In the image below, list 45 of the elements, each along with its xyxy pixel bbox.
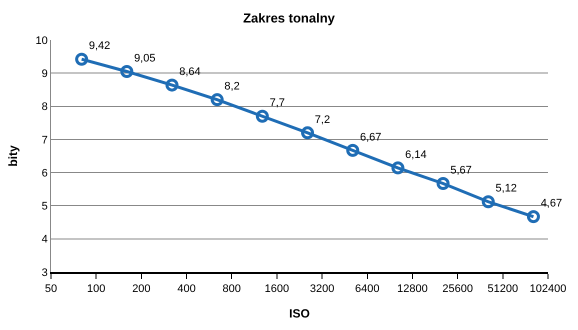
x-tick-label: 200 (132, 282, 151, 295)
x-tick-label: 12800 (397, 282, 428, 295)
data-label: 9,05 (134, 52, 156, 64)
data-label: 7,7 (270, 97, 285, 110)
point (301, 126, 314, 140)
data-label: 6,67 (360, 131, 382, 144)
point (526, 210, 540, 224)
data-label: 5,67 (450, 164, 472, 177)
point (210, 93, 224, 106)
x-tick-label: 102400 (530, 282, 566, 295)
point (75, 52, 88, 66)
data-label: 5,12 (496, 182, 517, 195)
x-tick-label: 50 (44, 282, 58, 295)
data-label: 9,42 (88, 40, 110, 52)
x-tick-label: 1600 (264, 282, 290, 295)
y-tick-label: 6 (42, 167, 48, 180)
y-tick-label: 9 (42, 68, 48, 80)
x-tick-label: 800 (222, 282, 241, 295)
y-tick-label: 4 (42, 234, 48, 246)
x-tick-label: 3200 (310, 282, 334, 295)
y-tick-label: 5 (42, 200, 48, 213)
point (120, 64, 134, 78)
point (391, 161, 404, 174)
point (346, 144, 360, 157)
data-label: 4,67 (540, 198, 562, 210)
point (482, 195, 495, 208)
x-axis-title: ISO (289, 306, 310, 320)
x-tick-label: 100 (87, 282, 106, 295)
x-tick-label: 400 (177, 282, 196, 295)
data-label: 7,2 (314, 114, 330, 126)
x-tick-label: 25600 (442, 282, 473, 295)
chart-title: Zakres tonalny (243, 10, 336, 26)
y-tick-label: 3 (42, 266, 48, 279)
data-label: 8,2 (224, 80, 240, 93)
data-label: 6,14 (405, 148, 427, 161)
y-axis-title: bity (6, 145, 20, 167)
data-label: 8,64 (179, 66, 201, 78)
point (256, 110, 269, 123)
x-tick-label: 51200 (488, 282, 518, 295)
y-tick-label: 10 (36, 34, 48, 47)
point (166, 78, 178, 92)
point (436, 177, 450, 190)
y-tick-label: 7 (42, 134, 48, 146)
y-tick-label: 8 (42, 101, 48, 114)
x-tick-label: 6400 (355, 282, 380, 295)
